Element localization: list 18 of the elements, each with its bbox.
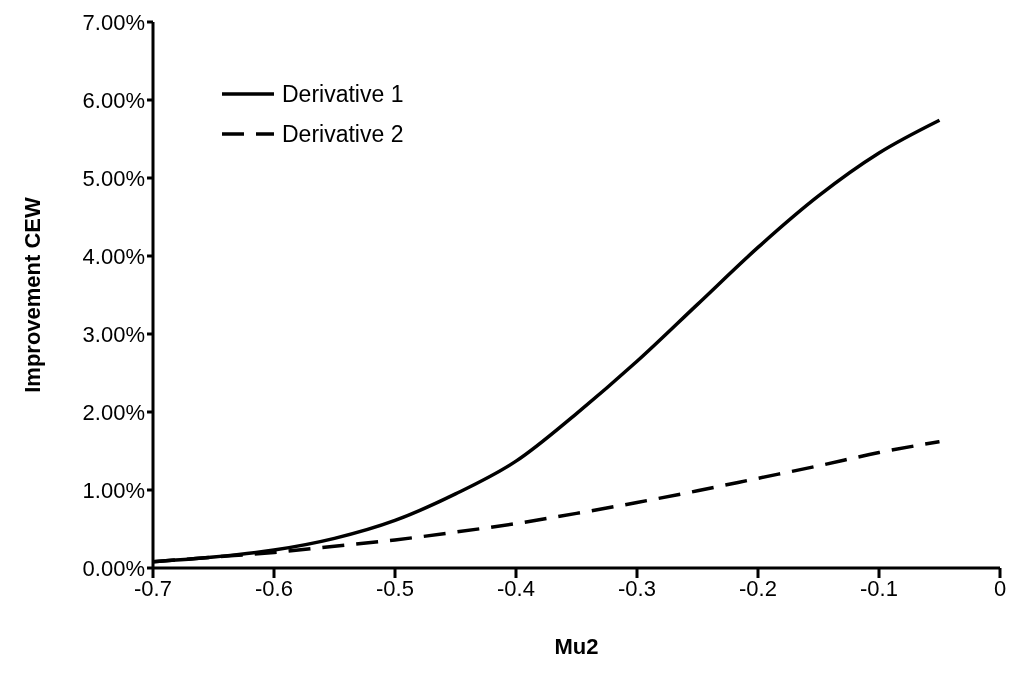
x-tick-label: -0.2 bbox=[739, 575, 777, 601]
y-tick-label: 6.00% bbox=[82, 87, 145, 113]
x-tick-label: -0.6 bbox=[255, 575, 293, 601]
y-tick-label: 7.00% bbox=[82, 9, 145, 35]
x-tick-label: 0 bbox=[993, 575, 1007, 601]
legend-label: Derivative 2 bbox=[282, 120, 404, 149]
x-tick-label: -0.4 bbox=[497, 575, 535, 601]
legend-label: Derivative 1 bbox=[282, 80, 404, 109]
y-tick-label: 1.00% bbox=[82, 477, 145, 503]
x-tick-label: -0.5 bbox=[376, 575, 414, 601]
x-tick-label: -0.1 bbox=[860, 575, 898, 601]
y-tick-label: 4.00% bbox=[82, 243, 145, 269]
y-tick-label: 2.00% bbox=[82, 399, 145, 425]
y-tick-label: 5.00% bbox=[82, 165, 145, 191]
x-tick-label: -0.3 bbox=[618, 575, 656, 601]
y-axis-title: Improvement CEW bbox=[19, 196, 45, 393]
y-tick-label: 3.00% bbox=[82, 321, 145, 347]
x-axis-title: Mu2 bbox=[554, 634, 599, 659]
